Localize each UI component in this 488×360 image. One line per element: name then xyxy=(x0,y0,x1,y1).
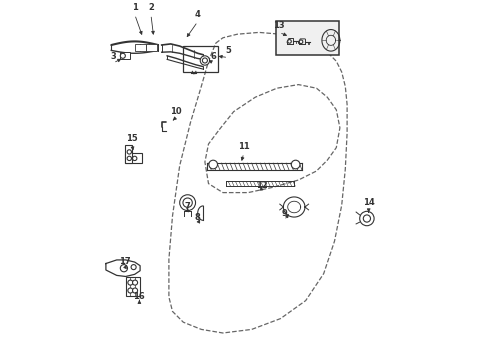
Bar xyxy=(125,153,142,163)
Text: 11: 11 xyxy=(238,142,249,151)
Circle shape xyxy=(179,195,195,211)
Circle shape xyxy=(359,211,373,226)
Bar xyxy=(134,44,145,51)
Bar xyxy=(125,277,140,296)
Text: 8: 8 xyxy=(194,213,200,222)
Circle shape xyxy=(127,288,133,293)
Bar xyxy=(183,46,217,72)
Circle shape xyxy=(132,280,137,285)
Circle shape xyxy=(131,265,136,270)
Circle shape xyxy=(287,40,291,43)
Text: 6: 6 xyxy=(210,52,216,61)
Text: 14: 14 xyxy=(362,198,374,207)
Circle shape xyxy=(132,156,137,161)
Text: 7: 7 xyxy=(183,202,189,211)
Text: 10: 10 xyxy=(169,107,181,116)
Text: 3: 3 xyxy=(110,52,116,61)
Text: 1: 1 xyxy=(131,3,137,12)
Bar xyxy=(276,21,339,55)
Circle shape xyxy=(363,215,370,222)
Circle shape xyxy=(127,150,131,154)
Text: 15: 15 xyxy=(126,134,138,143)
Bar xyxy=(146,44,157,51)
Bar xyxy=(120,52,129,59)
Circle shape xyxy=(127,156,131,161)
Bar xyxy=(125,145,132,163)
Polygon shape xyxy=(106,260,140,276)
Circle shape xyxy=(202,58,207,63)
Circle shape xyxy=(291,160,299,169)
Text: 16: 16 xyxy=(133,292,145,301)
Text: 5: 5 xyxy=(225,46,231,55)
Text: 4: 4 xyxy=(194,10,200,19)
Text: 2: 2 xyxy=(148,3,154,12)
Circle shape xyxy=(120,265,127,272)
Circle shape xyxy=(183,198,192,207)
Circle shape xyxy=(127,280,133,285)
Text: 17: 17 xyxy=(119,257,130,266)
Text: 12: 12 xyxy=(255,181,267,190)
Text: 13: 13 xyxy=(273,21,285,30)
Circle shape xyxy=(132,288,137,293)
Circle shape xyxy=(208,160,217,169)
Circle shape xyxy=(120,53,125,58)
Text: 9: 9 xyxy=(281,209,286,218)
Circle shape xyxy=(200,56,209,65)
Circle shape xyxy=(299,40,302,44)
